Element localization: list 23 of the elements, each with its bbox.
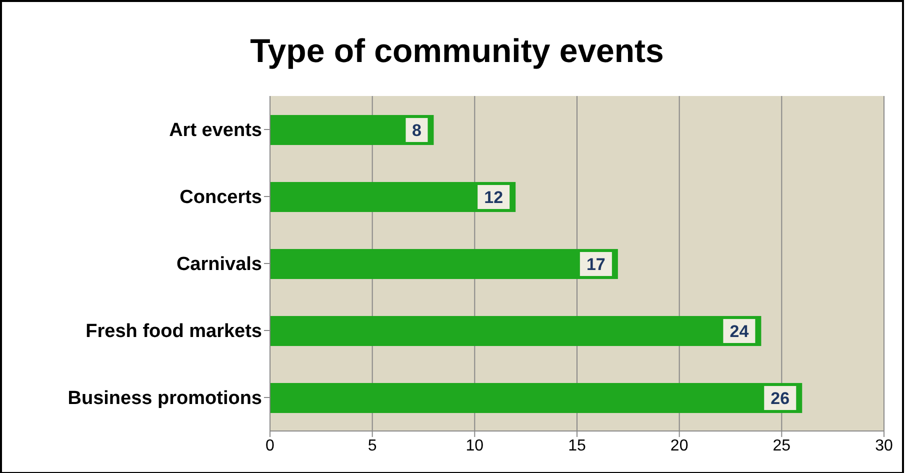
y-tick-label: Fresh food markets xyxy=(86,321,262,342)
x-tick-label: 20 xyxy=(670,437,688,454)
bar xyxy=(270,115,434,145)
bar xyxy=(270,383,802,413)
x-tick-label: 25 xyxy=(772,437,791,454)
bar xyxy=(270,182,516,212)
chart-title: Type of community events xyxy=(249,32,665,71)
y-tick-label: Carnivals xyxy=(176,254,262,276)
x-tick-label: 30 xyxy=(875,437,893,454)
bar xyxy=(270,316,762,346)
x-tick-label: 15 xyxy=(568,437,586,454)
data-label: 24 xyxy=(730,322,750,341)
x-tick-label: 5 xyxy=(368,437,377,454)
data-label: 17 xyxy=(586,255,606,274)
x-tick-label: 0 xyxy=(266,437,275,454)
data-label: 8 xyxy=(412,121,422,140)
y-tick-label: Concerts xyxy=(180,187,262,208)
y-tick-label: Art events xyxy=(169,120,262,142)
data-label: 12 xyxy=(484,188,504,207)
y-tick-label: Business promotions xyxy=(68,388,262,410)
bar xyxy=(270,249,618,279)
x-tick-label: 10 xyxy=(466,437,484,454)
data-label: 26 xyxy=(770,389,790,408)
